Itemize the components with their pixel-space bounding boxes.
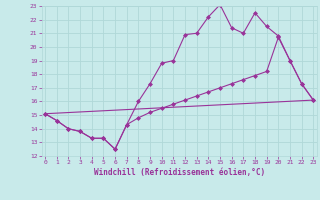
X-axis label: Windchill (Refroidissement éolien,°C): Windchill (Refroidissement éolien,°C) — [94, 168, 265, 177]
